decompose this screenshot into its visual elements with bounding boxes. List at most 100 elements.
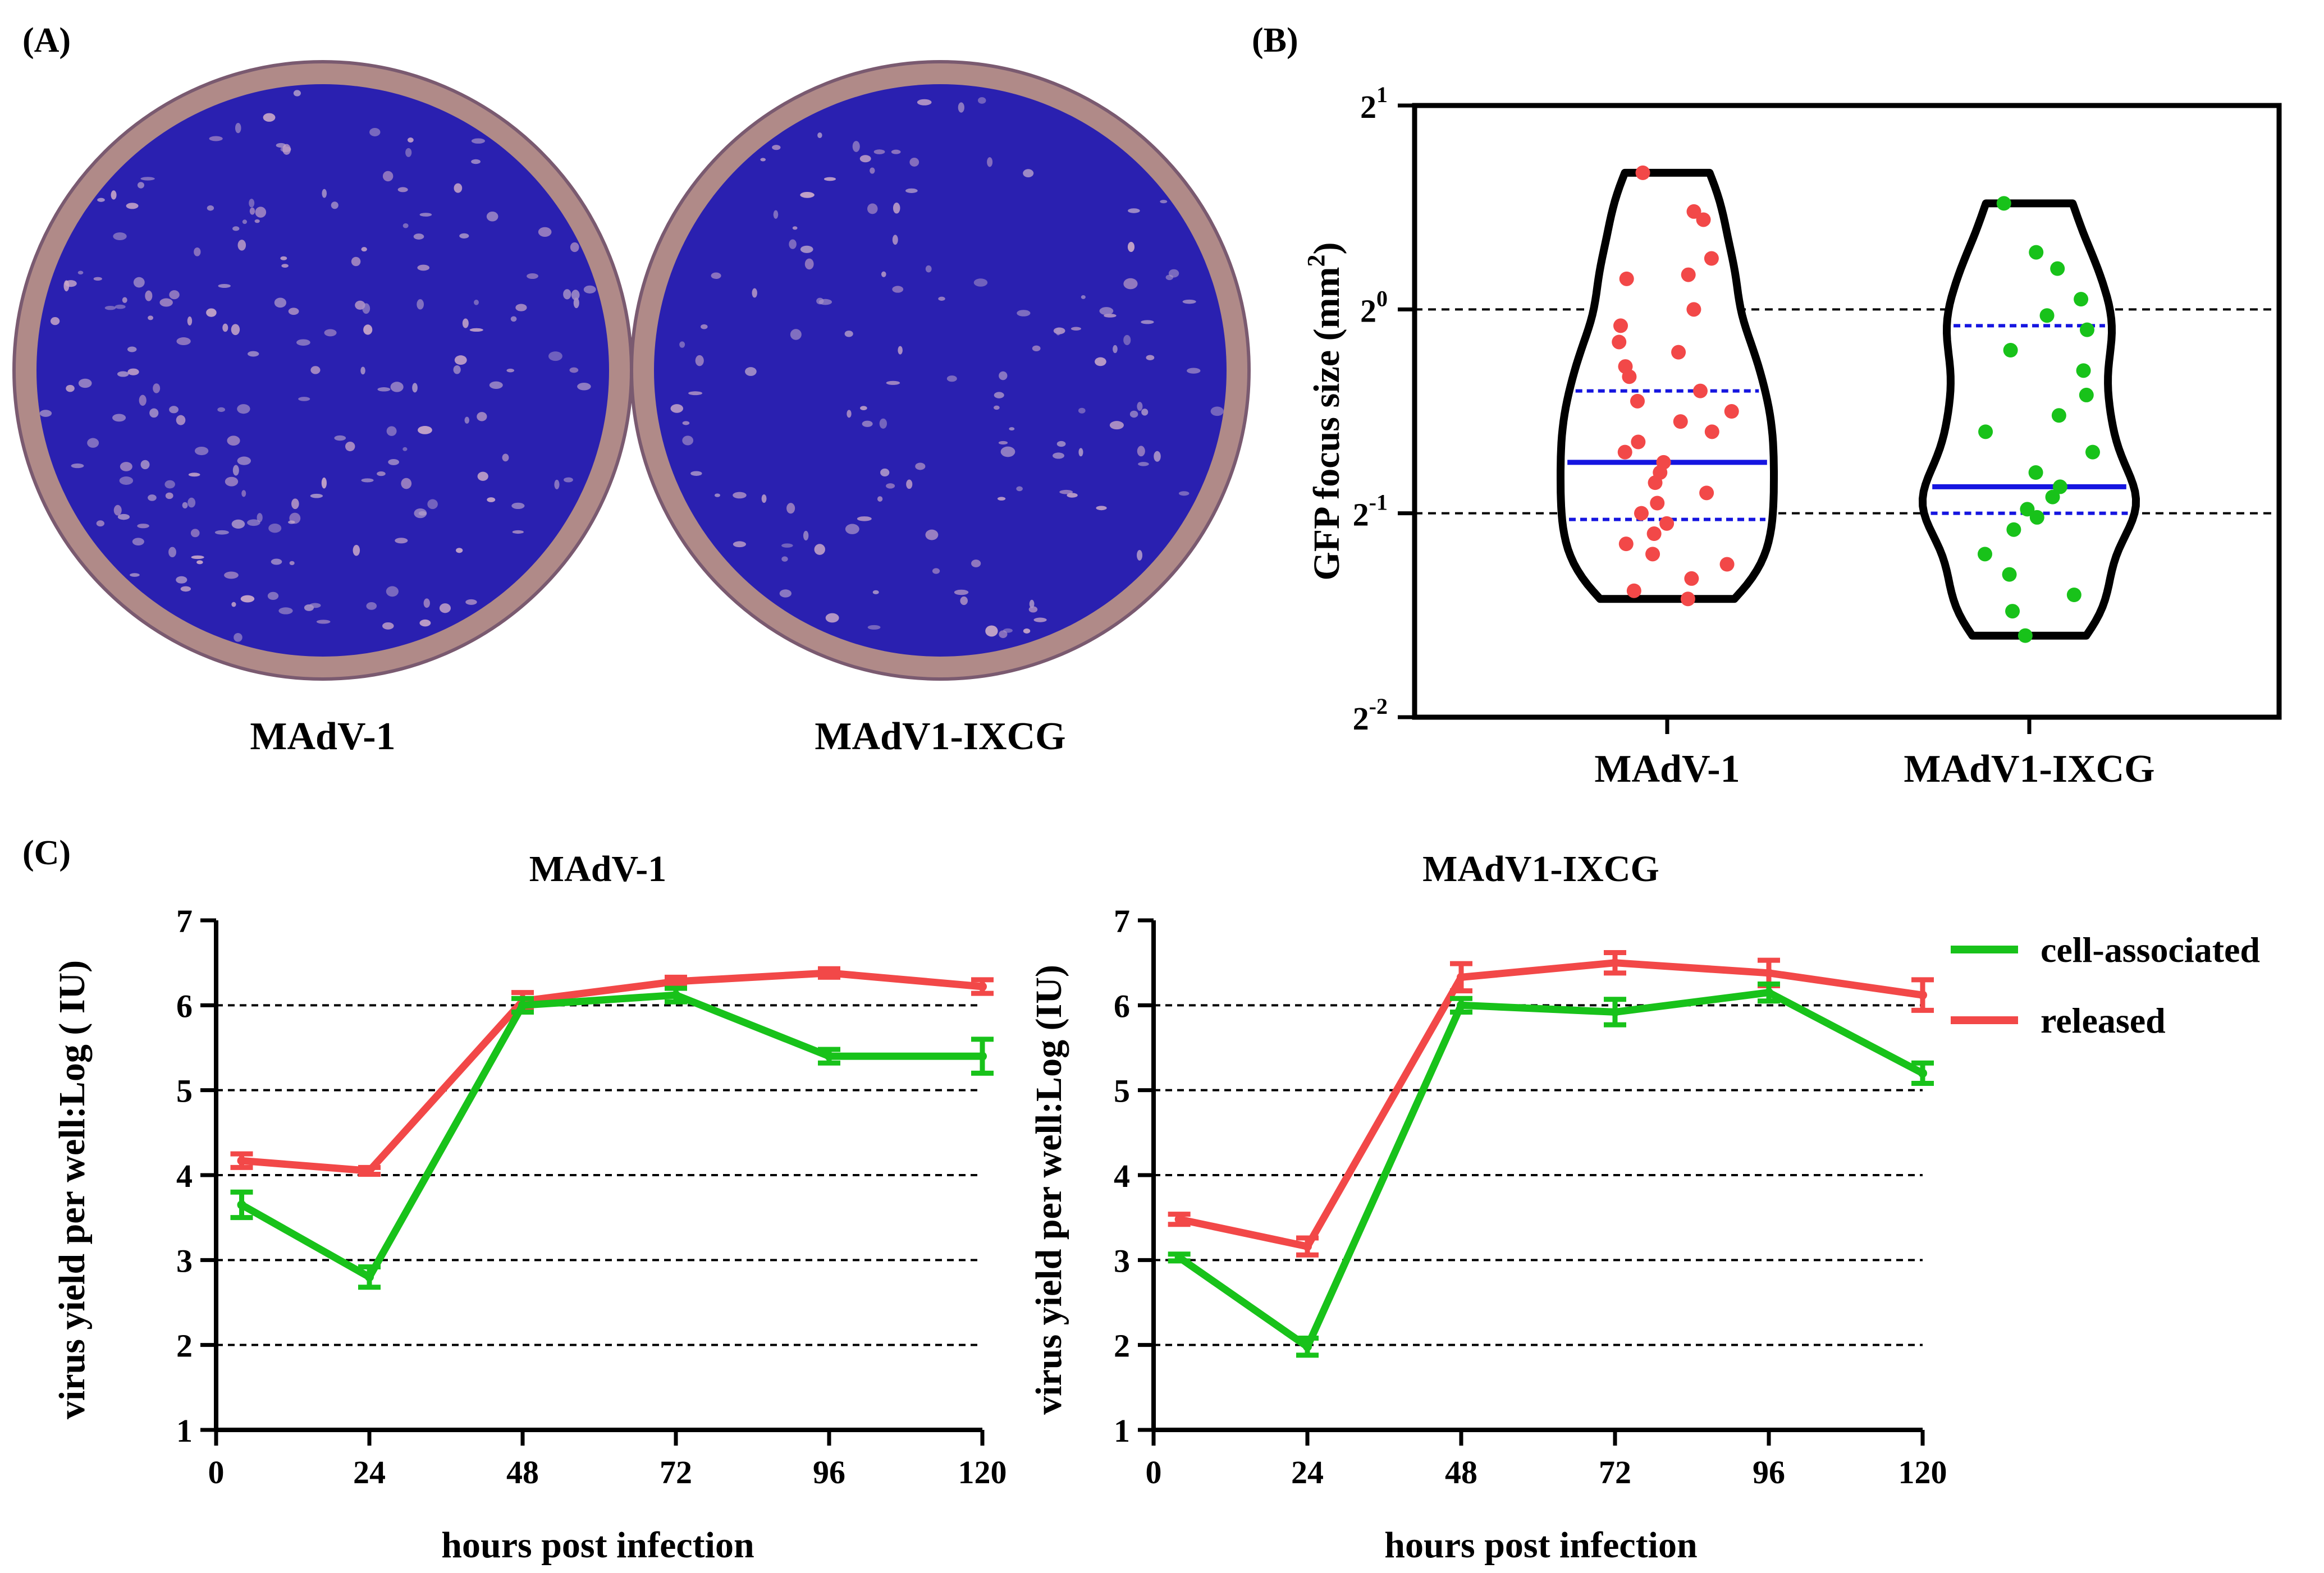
plaque-spot bbox=[511, 502, 525, 510]
plaque-spot bbox=[377, 387, 391, 392]
legend-label-released: released bbox=[2041, 1001, 2166, 1040]
plaque-spot bbox=[474, 300, 479, 305]
plaque-spot bbox=[695, 355, 704, 366]
plaque-spot bbox=[176, 337, 191, 346]
plaque-spot bbox=[909, 158, 919, 167]
data-point bbox=[1303, 1342, 1312, 1351]
plaque-spot bbox=[274, 297, 287, 308]
plaque-spot bbox=[209, 136, 223, 141]
plaque-spot bbox=[1178, 491, 1190, 496]
plaque-spot bbox=[240, 595, 255, 603]
plaque-spot bbox=[1096, 506, 1107, 511]
plaque-spot bbox=[453, 365, 461, 374]
plaque-spot bbox=[733, 541, 746, 548]
plaque-spot bbox=[153, 383, 161, 393]
plaque-spot bbox=[893, 203, 900, 214]
plaque-spot bbox=[781, 543, 793, 548]
plaque-spot bbox=[906, 479, 913, 489]
plaque-spot bbox=[892, 286, 904, 293]
data-point bbox=[2079, 387, 2094, 402]
violin-1 bbox=[1557, 168, 1778, 603]
plaque-spot bbox=[289, 561, 295, 566]
plaque-spot bbox=[847, 410, 852, 418]
plaque-spot bbox=[242, 219, 247, 224]
plaque-spot bbox=[187, 497, 196, 508]
data-point bbox=[1174, 1214, 1184, 1224]
plaque-spot bbox=[733, 492, 747, 499]
plaque-spot bbox=[1109, 421, 1124, 430]
plaque-spot bbox=[804, 258, 814, 270]
plaque-spot bbox=[280, 256, 287, 260]
plaque-spot bbox=[386, 586, 399, 597]
series-line-cell-associated bbox=[1177, 989, 1925, 1351]
plaque-spot bbox=[1053, 452, 1065, 459]
plaque-spot bbox=[369, 127, 381, 136]
plaque-spot bbox=[469, 328, 483, 332]
y-tick-label: 7 bbox=[176, 903, 193, 939]
data-point bbox=[2074, 292, 2089, 307]
x-tick-label: 120 bbox=[1898, 1454, 1947, 1491]
x-tick-label: MAdV-1 bbox=[1594, 747, 1740, 791]
plaque-spot bbox=[363, 324, 373, 335]
plaque-spot bbox=[232, 226, 240, 231]
plaque-spot bbox=[779, 589, 792, 598]
data-point bbox=[1650, 496, 1665, 511]
plaque-spot bbox=[267, 591, 279, 600]
plaque-spot bbox=[773, 210, 779, 219]
plaque-spot bbox=[382, 622, 394, 630]
plaque-spot bbox=[454, 183, 463, 193]
data-point bbox=[237, 1156, 246, 1166]
plaque-spot bbox=[688, 391, 703, 396]
plaque-spot bbox=[237, 240, 246, 251]
plaque-spot bbox=[241, 490, 246, 497]
plaque-spot bbox=[310, 366, 321, 374]
data-point bbox=[2006, 522, 2021, 537]
plaque-spot bbox=[87, 438, 99, 448]
plaque-spot bbox=[892, 235, 898, 245]
plaque-spot bbox=[1023, 628, 1031, 634]
plaque-spot bbox=[234, 633, 243, 642]
plaque-spot bbox=[845, 524, 859, 534]
plaque-spot bbox=[419, 619, 431, 627]
plaque-spot bbox=[1033, 617, 1047, 622]
plaque-spot bbox=[188, 473, 200, 477]
data-point bbox=[2051, 408, 2066, 423]
plaque-spot bbox=[78, 378, 92, 388]
plaque-spot bbox=[994, 392, 1004, 398]
plaque-spot bbox=[1095, 357, 1106, 366]
plaque-spot bbox=[345, 442, 355, 452]
data-point bbox=[2076, 363, 2091, 378]
data-point bbox=[1918, 990, 1927, 1000]
plaque-spot bbox=[977, 97, 986, 104]
plaque-spot bbox=[464, 416, 470, 424]
plaque-spot bbox=[1187, 368, 1201, 374]
plaque-spot bbox=[418, 426, 432, 434]
plaque-spot bbox=[222, 323, 228, 332]
plaque-spot bbox=[148, 315, 154, 320]
plaque-spot bbox=[206, 308, 217, 317]
plaque-spot bbox=[353, 544, 360, 556]
plaque-spot bbox=[915, 462, 926, 470]
plaque-spot bbox=[1154, 451, 1161, 462]
plaque-spot bbox=[414, 508, 427, 519]
plaque-spot bbox=[137, 524, 149, 529]
plaque-spot bbox=[187, 316, 193, 325]
plaque-spot bbox=[133, 277, 145, 288]
plaque-spot bbox=[334, 435, 346, 441]
plaque-spot bbox=[682, 421, 690, 425]
plaque-spot bbox=[324, 329, 337, 337]
data-point bbox=[671, 990, 680, 1000]
data-point bbox=[1634, 506, 1649, 521]
plaque-spot bbox=[377, 471, 386, 476]
plaque-spot bbox=[714, 493, 720, 497]
plaque-spot bbox=[1141, 409, 1149, 416]
data-point bbox=[2066, 588, 2081, 602]
data-point bbox=[1719, 557, 1735, 572]
data-point bbox=[1646, 526, 1662, 541]
plaque-spot bbox=[1141, 320, 1154, 324]
x-tick-label: 0 bbox=[1146, 1454, 1162, 1491]
x-tick-label: 96 bbox=[1753, 1454, 1785, 1491]
panel-b-label: (B) bbox=[1252, 21, 1298, 59]
plaque-spot bbox=[196, 560, 203, 565]
plaque-spot bbox=[872, 590, 879, 594]
